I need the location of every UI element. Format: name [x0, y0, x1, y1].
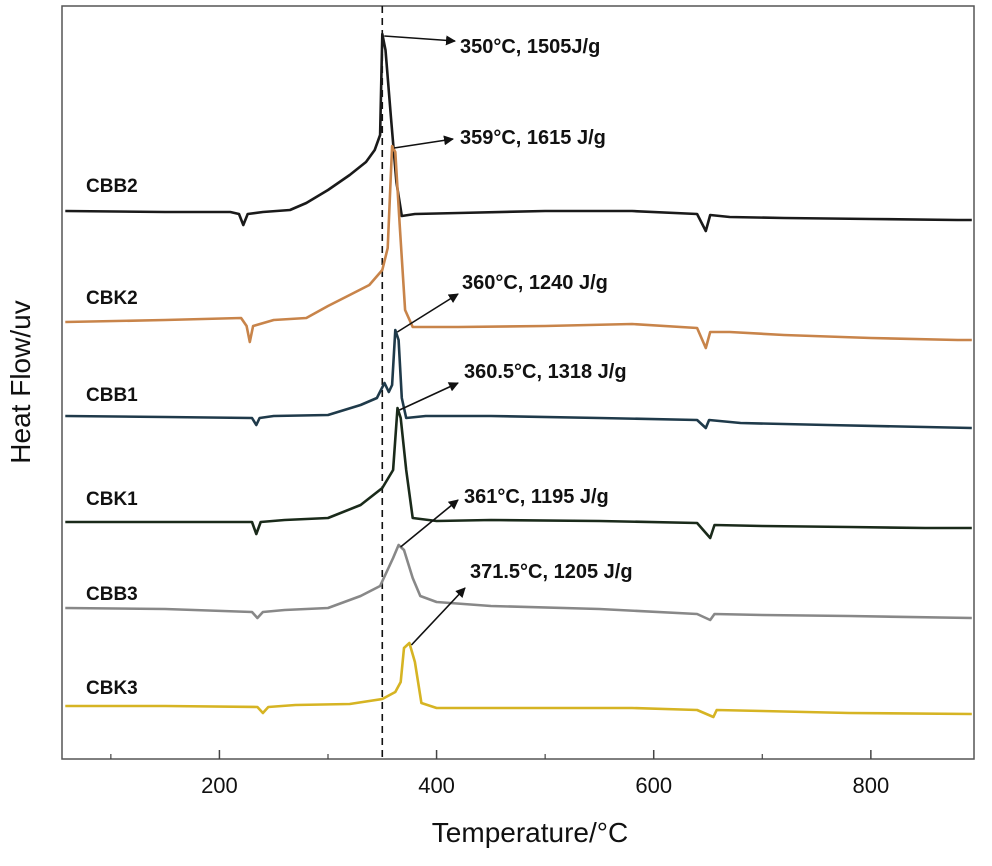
annotation-arrow-5 [400, 499, 459, 548]
annotation-label-4: 360.5°C, 1318 J/g [464, 361, 627, 383]
series-labels: CBB2 CBK2 CBB1 CBK1 CBB3 CBK3 [86, 176, 138, 699]
annotation-label-5: 361°C, 1195 J/g [464, 486, 609, 508]
x-axis-title: Temperature/°C [432, 817, 628, 848]
series-group [65, 32, 972, 719]
series-label-cbk2: CBK2 [86, 288, 138, 309]
x-axis-ticks: 200 400 600 800 [110, 750, 889, 798]
series-line-cbk3 [65, 641, 972, 719]
annotation-arrow-2 [393, 135, 454, 149]
annotation-arrow-1 [384, 35, 456, 46]
x-tick-label-400: 400 [418, 773, 455, 798]
series-line-cbk2 [65, 144, 972, 350]
x-tick-label-600: 600 [635, 773, 672, 798]
annotation-arrow-4 [399, 382, 459, 411]
series-line-cbb2 [65, 32, 972, 233]
y-axis-title: Heat Flow/uv [5, 300, 36, 463]
series-label-cbk3: CBK3 [86, 678, 138, 699]
annotation-arrow-6 [410, 587, 466, 646]
series-label-cbb3: CBB3 [86, 584, 138, 605]
series-label-cbb1: CBB1 [86, 385, 138, 406]
series-line-cbb3 [65, 543, 972, 622]
annotation-label-2: 359°C, 1615 J/g [460, 127, 606, 149]
series-label-cbk1: CBK1 [86, 489, 138, 510]
annotation-label-3: 360°C, 1240 J/g [462, 272, 608, 294]
x-tick-label-200: 200 [201, 773, 238, 798]
annotation-label-1: 350°C, 1505J/g [460, 36, 600, 58]
series-line-cbb1 [65, 328, 972, 430]
plot-frame [61, 5, 975, 760]
series-line-cbk1 [65, 406, 972, 540]
annotation-label-6: 371.5°C, 1205 J/g [470, 561, 633, 583]
peak-annotations: 350°C, 1505J/g 359°C, 1615 J/g 360°C, 1240… [384, 35, 633, 646]
series-label-cbb2: CBB2 [86, 176, 138, 197]
x-tick-label-800: 800 [852, 773, 889, 798]
annotation-arrow-3 [396, 293, 459, 333]
